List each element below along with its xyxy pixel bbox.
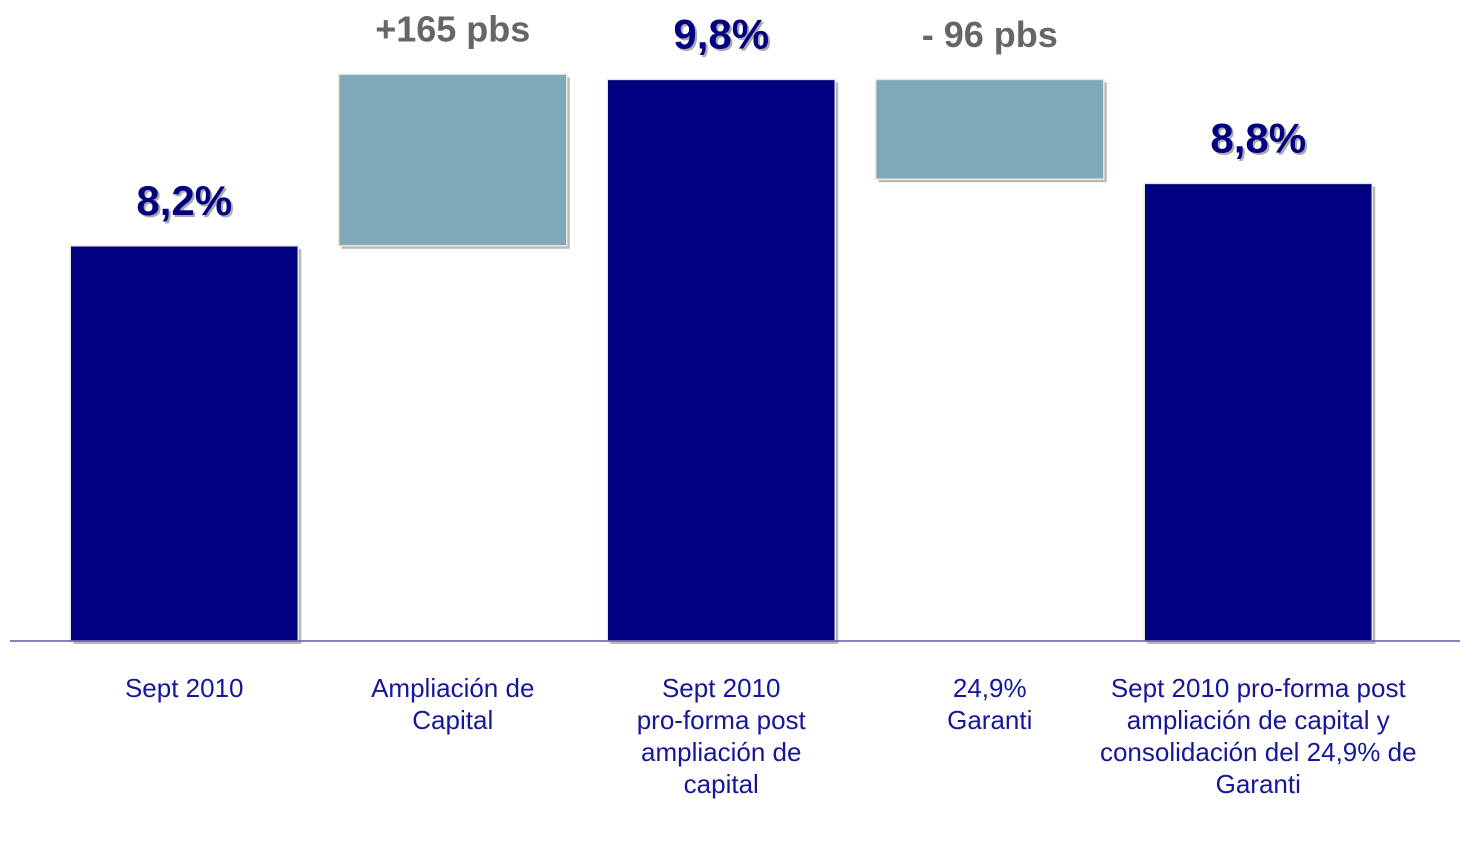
value-label: +165 pbs	[375, 9, 530, 50]
bar	[606, 78, 836, 642]
bar	[875, 78, 1105, 180]
value-label: 9,8%	[673, 10, 769, 57]
x-tick-label: Sept 2010 pro-forma post ampliación de c…	[636, 673, 806, 799]
x-tick-label: Sept 2010	[124, 673, 244, 703]
bar	[338, 73, 568, 247]
value-label: 8,2%	[136, 177, 232, 224]
value-label-shadow: 8,2%	[138, 179, 234, 226]
value-label: 8,8%	[1210, 114, 1306, 161]
x-tick-label: Ampliación de Capital	[371, 673, 535, 735]
bar	[69, 245, 299, 642]
value-label-shadow: 9,8%	[675, 12, 771, 59]
value-label: - 96 pbs	[922, 14, 1058, 55]
value-label-shadow: 8,8%	[1212, 116, 1308, 163]
x-tick-label: 24,9% Garanti	[947, 673, 1033, 735]
x-tick-label: Sept 2010 pro-forma post ampliación de c…	[1099, 673, 1417, 799]
bar	[1143, 182, 1373, 642]
